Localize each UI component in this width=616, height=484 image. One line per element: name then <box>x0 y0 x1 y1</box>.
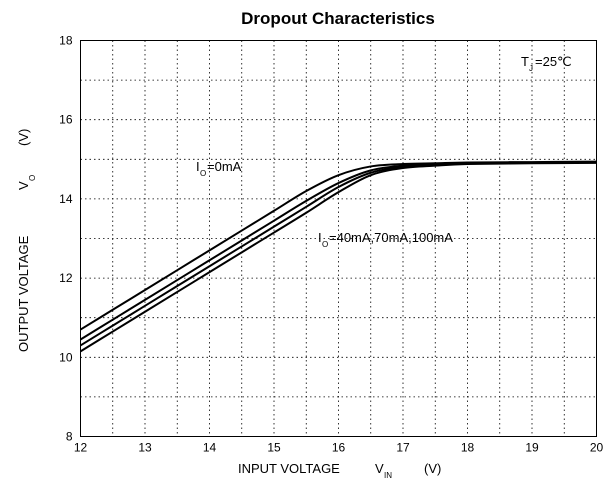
x-tick-label: 15 <box>267 441 281 455</box>
grid-lines <box>80 40 597 437</box>
y-tick-labels: 8 10 12 14 16 18 <box>59 34 73 444</box>
y-tick-label: 10 <box>59 350 73 364</box>
x-axis-subscript: IN <box>384 471 392 480</box>
x-tick-label: 20 <box>590 441 604 455</box>
y-tick-label: 16 <box>59 113 73 127</box>
x-tick-label: 17 <box>396 441 410 455</box>
plot-frame <box>80 40 597 437</box>
chart-title: Dropout Characteristics <box>241 9 435 28</box>
y-axis-symbol: V <box>16 181 31 190</box>
x-tick-label: 18 <box>461 441 475 455</box>
tj-subscript: J <box>529 64 533 73</box>
series-line <box>79 161 597 341</box>
x-tick-label: 13 <box>138 441 152 455</box>
x-axis-symbol: V <box>375 461 384 476</box>
x-axis-label: INPUT VOLTAGE <box>238 461 340 476</box>
io-load-symbol: I <box>318 230 322 245</box>
io-load-value: =40mA,70mA,100mA <box>329 230 453 245</box>
y-tick-label: 18 <box>59 34 73 48</box>
x-tick-label: 12 <box>74 441 88 455</box>
y-tick-label: 14 <box>59 192 73 206</box>
x-tick-label: 16 <box>332 441 346 455</box>
io-load-subscript: O <box>322 240 328 249</box>
x-tick-labels: 12 13 14 15 16 17 18 19 20 <box>74 441 604 455</box>
y-axis-subscript: O <box>28 175 37 181</box>
series-line <box>79 161 597 353</box>
x-axis-unit: (V) <box>424 461 441 476</box>
x-tick-label: 19 <box>525 441 539 455</box>
io-0ma-value: =0mA <box>207 159 242 174</box>
y-axis-label: OUTPUT VOLTAGE <box>16 235 31 352</box>
y-axis-unit: (V) <box>16 129 31 146</box>
io-0ma-subscript: O <box>200 169 206 178</box>
io-0ma-symbol: I <box>196 159 200 174</box>
curves <box>79 160 597 353</box>
tj-symbol: T <box>521 54 529 69</box>
y-tick-label: 12 <box>59 271 73 285</box>
x-tick-label: 14 <box>203 441 217 455</box>
tj-value: =25℃ <box>535 54 572 69</box>
y-tick-label: 8 <box>66 430 73 444</box>
